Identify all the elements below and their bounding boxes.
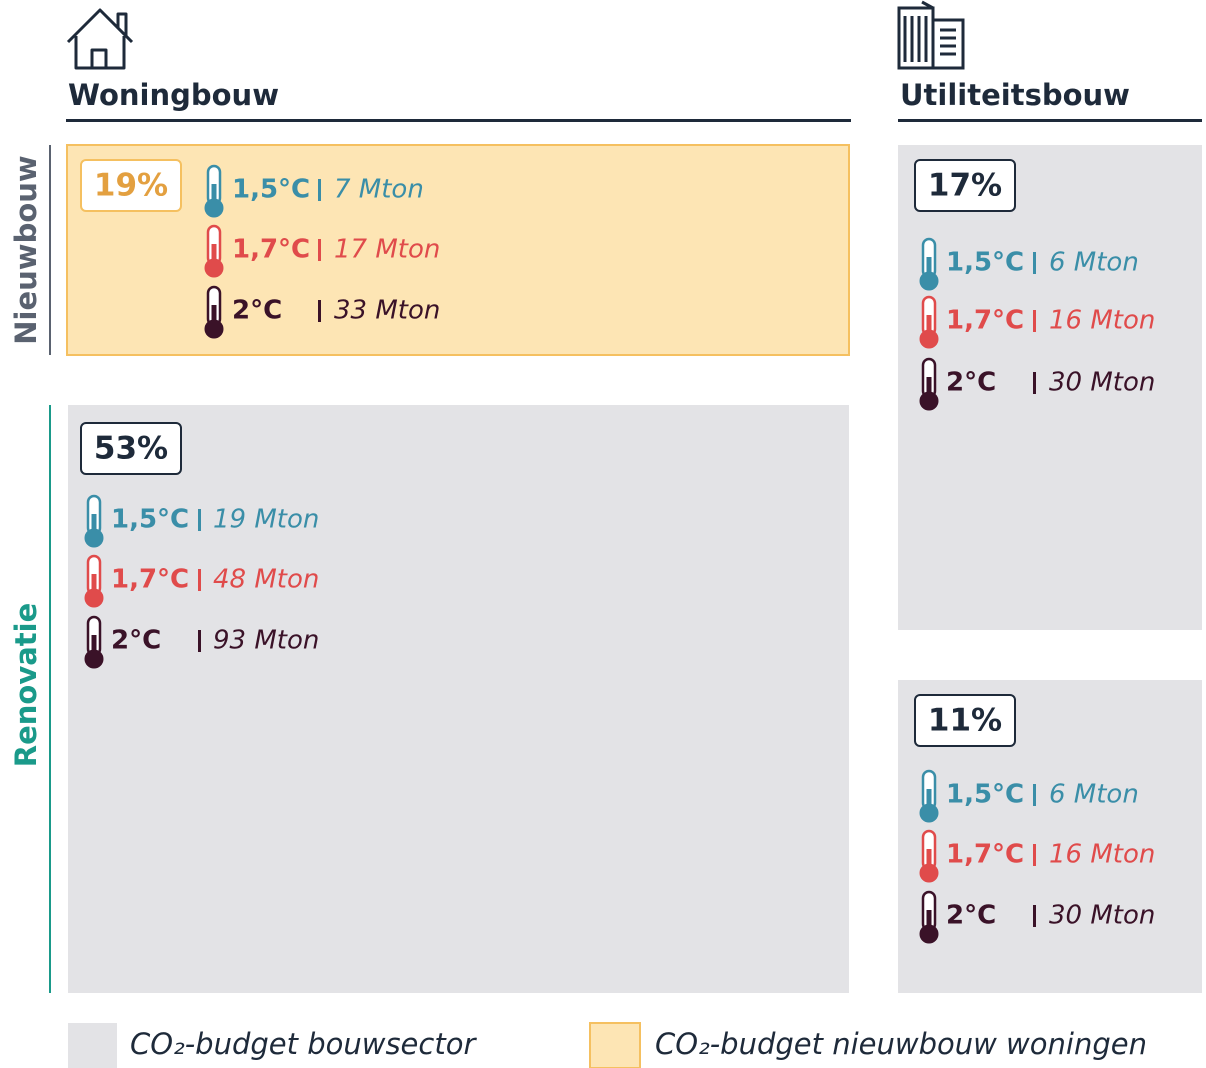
thermometer-icon xyxy=(84,494,104,548)
thermometer-fill xyxy=(926,377,932,399)
budget-box xyxy=(68,405,849,993)
thermometer-icon xyxy=(919,357,939,411)
separator xyxy=(318,300,321,322)
share-badge xyxy=(80,159,182,212)
row-title: Nieuwbouw xyxy=(9,155,43,344)
separator xyxy=(1033,905,1036,927)
scenario-temp: 2°C xyxy=(946,901,996,931)
scenario-budget: 48 Mton xyxy=(213,565,319,595)
thermometer-icon xyxy=(919,769,939,823)
share-label: 53% xyxy=(94,431,168,467)
section-rule xyxy=(66,119,851,122)
thermometer-fill xyxy=(926,257,932,279)
scenario-temp: 1,7°C xyxy=(946,306,1024,336)
scenario-temp: 1,7°C xyxy=(232,235,310,265)
share-badge xyxy=(80,422,182,475)
scenario-temp: 1,5°C xyxy=(946,248,1024,278)
thermometer-fill xyxy=(926,849,932,871)
scenario-budget: 6 Mton xyxy=(1049,780,1139,810)
separator xyxy=(318,239,321,261)
thermometer-icon xyxy=(204,285,224,339)
row-rule xyxy=(49,145,51,355)
scenario-temp: 2°C xyxy=(111,626,161,656)
section-title: Utiliteitsbouw xyxy=(900,78,1130,112)
row-rule xyxy=(49,405,51,993)
thermometer-fill xyxy=(91,635,97,657)
row-title: Renovatie xyxy=(9,603,43,768)
section-rule xyxy=(898,119,1202,122)
scenario-temp: 1,5°C xyxy=(111,505,189,535)
thermometer-icon xyxy=(84,554,104,608)
legend-label: CO₂-budget nieuwbouw woningen xyxy=(655,1027,1147,1061)
legend-swatch xyxy=(68,1023,117,1068)
thermometer-icon xyxy=(919,890,939,944)
thermometer-fill xyxy=(211,244,217,266)
house-icon xyxy=(66,8,134,70)
thermometer-fill xyxy=(926,315,932,337)
scenario-budget: 19 Mton xyxy=(213,505,319,535)
thermometer-icon xyxy=(919,295,939,349)
scenario-budget: 6 Mton xyxy=(1049,248,1139,278)
scenario-temp: 2°C xyxy=(232,296,282,326)
separator xyxy=(318,179,321,201)
scenario-budget: 17 Mton xyxy=(334,235,440,265)
thermometer-icon xyxy=(919,829,939,883)
separator xyxy=(198,630,201,652)
share-badge xyxy=(914,694,1016,747)
thermometer-fill xyxy=(926,910,932,932)
separator xyxy=(1033,252,1036,274)
thermometer-fill xyxy=(91,574,97,596)
thermometer-fill xyxy=(926,789,932,811)
building-icon xyxy=(897,0,965,70)
section-title: Woningbouw xyxy=(68,78,279,112)
scenario-budget: 30 Mton xyxy=(1049,901,1155,931)
thermometer-icon xyxy=(204,164,224,218)
scenario-budget: 7 Mton xyxy=(334,175,424,205)
scenario-temp: 1,5°C xyxy=(232,175,310,205)
thermometer-icon xyxy=(204,224,224,278)
separator xyxy=(198,569,201,591)
share-label: 19% xyxy=(94,168,168,204)
scenario-budget: 16 Mton xyxy=(1049,306,1155,336)
legend-swatch xyxy=(589,1022,641,1068)
thermometer-fill xyxy=(211,305,217,327)
scenario-temp: 1,5°C xyxy=(946,780,1024,810)
legend-label: CO₂-budget bouwsector xyxy=(130,1027,477,1061)
scenario-budget: 33 Mton xyxy=(334,296,440,326)
scenario-temp: 1,7°C xyxy=(111,565,189,595)
thermometer-fill xyxy=(91,514,97,536)
scenario-temp: 1,7°C xyxy=(946,840,1024,870)
thermometer-fill xyxy=(211,184,217,206)
separator xyxy=(198,509,201,531)
thermometer-icon xyxy=(84,615,104,669)
scenario-temp: 2°C xyxy=(946,368,996,398)
share-badge xyxy=(914,159,1016,212)
separator xyxy=(1033,310,1036,332)
budget-box xyxy=(898,145,1202,630)
separator xyxy=(1033,844,1036,866)
thermometer-icon xyxy=(919,237,939,291)
separator xyxy=(1033,372,1036,394)
scenario-budget: 93 Mton xyxy=(213,626,319,656)
scenario-budget: 30 Mton xyxy=(1049,368,1155,398)
budget-box xyxy=(66,144,850,356)
share-label: 11% xyxy=(928,703,1002,739)
separator xyxy=(1033,784,1036,806)
share-label: 17% xyxy=(928,168,1002,204)
scenario-budget: 16 Mton xyxy=(1049,840,1155,870)
